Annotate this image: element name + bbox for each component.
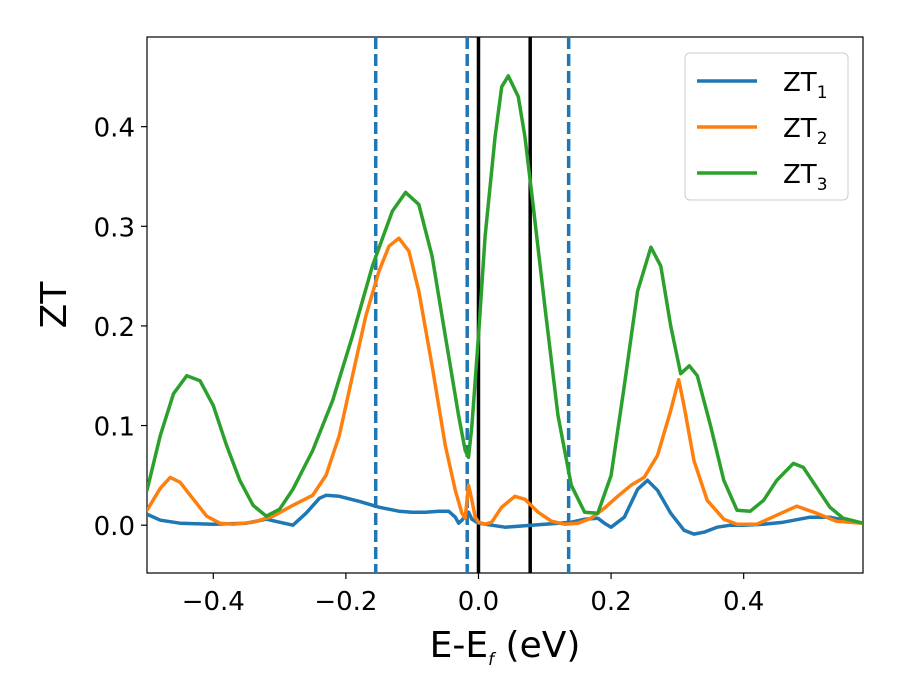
legend-label-zt3: ZT3	[783, 160, 828, 195]
series-line-zt3	[147, 74, 863, 525]
x-tick-label: −0.2	[314, 587, 377, 617]
series-line-zt1	[147, 478, 863, 536]
x-tick-label: 0.0	[458, 587, 499, 617]
legend-label-zt2: ZT2	[783, 114, 828, 149]
x-tick-label: −0.4	[182, 587, 245, 617]
legend-box	[684, 52, 849, 201]
y-tick-label: 0.2	[94, 313, 135, 343]
series-line-zt2	[147, 236, 863, 526]
x-axis-label: E-Ef (eV)	[430, 625, 581, 670]
legend-label-zt1: ZT1	[783, 68, 828, 103]
y-tick-label: 0.3	[94, 213, 135, 243]
x-tick-label: 0.4	[723, 587, 764, 617]
x-tick-label: 0.2	[590, 587, 631, 617]
y-tick-label: 0.1	[94, 413, 135, 443]
y-tick-label: 0.4	[94, 114, 135, 144]
y-tick-label: 0.0	[94, 512, 135, 542]
legend: ZT1 ZT2 ZT3	[684, 52, 849, 201]
y-axis-label: ZT	[34, 281, 75, 329]
